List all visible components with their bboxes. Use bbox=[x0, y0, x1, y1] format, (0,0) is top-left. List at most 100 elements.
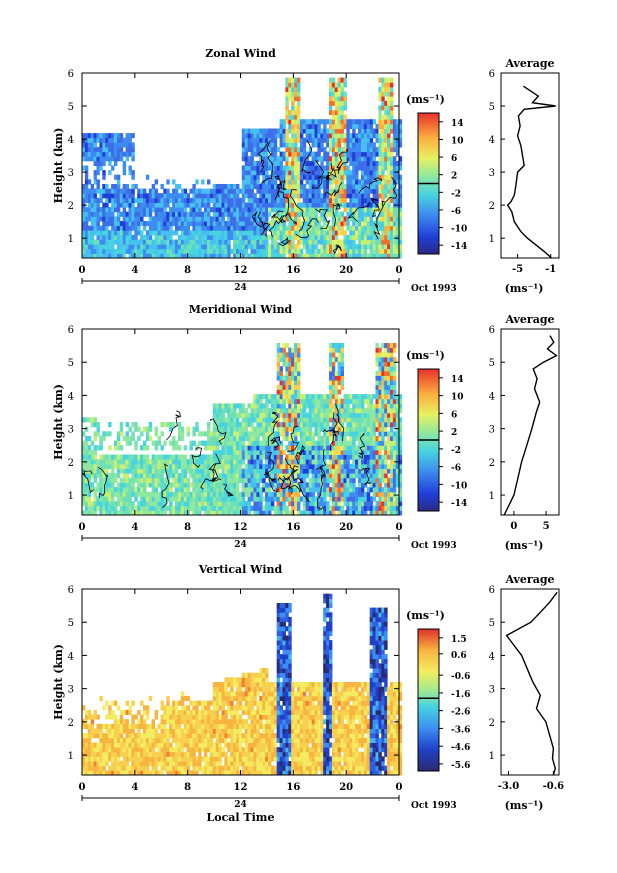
heatmap-cell bbox=[224, 510, 228, 516]
heatmap-cell bbox=[288, 165, 292, 171]
heatmap-cell bbox=[299, 394, 304, 400]
heatmap-cell bbox=[119, 459, 124, 465]
heatmap-cell bbox=[398, 207, 403, 213]
heatmap-cell bbox=[355, 510, 359, 516]
heatmap-cell bbox=[93, 253, 97, 259]
heatmap-cell bbox=[285, 230, 289, 236]
heatmap-cell bbox=[122, 170, 127, 176]
heatmap-cell bbox=[320, 137, 324, 143]
heatmap-cell bbox=[395, 225, 400, 231]
heatmap-cell bbox=[297, 440, 301, 446]
heatmap-cell bbox=[122, 463, 127, 469]
heatmap-cell bbox=[288, 211, 292, 217]
heatmap-cell bbox=[183, 487, 188, 493]
heatmap-cell bbox=[175, 445, 179, 451]
heatmap-cell bbox=[352, 403, 356, 409]
heatmap-cell bbox=[363, 197, 368, 203]
heatmap-cell bbox=[198, 197, 202, 203]
heatmap-cell bbox=[253, 510, 257, 516]
heatmap-cell bbox=[302, 463, 307, 469]
heatmap-cell bbox=[392, 133, 397, 139]
heatmap-cell bbox=[265, 473, 269, 479]
heatmap-cell bbox=[352, 147, 356, 153]
heatmap-cell bbox=[259, 207, 263, 213]
heatmap-cell bbox=[390, 221, 394, 227]
heatmap-cell bbox=[317, 482, 321, 488]
heatmap-cell bbox=[390, 179, 394, 185]
heatmap-cell bbox=[297, 216, 301, 222]
heatmap-cell bbox=[297, 459, 301, 465]
average-profile-line bbox=[506, 85, 556, 259]
heatmap-cell bbox=[390, 156, 394, 162]
heatmap-cell bbox=[381, 510, 385, 516]
heatmap-cell bbox=[238, 501, 243, 507]
heatmap-cell bbox=[285, 193, 289, 199]
heatmap-cell bbox=[291, 91, 295, 97]
heatmap-cell bbox=[186, 468, 190, 474]
heatmap-cell bbox=[172, 510, 176, 516]
heatmap-cell bbox=[180, 248, 185, 254]
heatmap-cell bbox=[108, 248, 112, 254]
heatmap-cell bbox=[305, 151, 310, 157]
heatmap-cell bbox=[378, 459, 382, 465]
heatmap-cell bbox=[244, 510, 249, 516]
heatmap-cell bbox=[265, 193, 269, 199]
heatmap-cell bbox=[154, 221, 158, 227]
heatmap-cell bbox=[209, 459, 214, 465]
heatmap-cell bbox=[180, 501, 185, 507]
heatmap-cell bbox=[285, 202, 289, 208]
heatmap-cell bbox=[137, 211, 141, 217]
heatmap-cell bbox=[297, 356, 301, 362]
heatmap-cell bbox=[378, 234, 382, 240]
heatmap-cell bbox=[259, 505, 263, 511]
heatmap-cell bbox=[195, 216, 199, 222]
heatmap-cell bbox=[116, 491, 121, 497]
heatmap-cell bbox=[276, 440, 281, 446]
heatmap-cell bbox=[352, 174, 356, 180]
heatmap-cell bbox=[285, 133, 289, 139]
heatmap-cell bbox=[390, 91, 394, 97]
heatmap-cell bbox=[381, 366, 385, 372]
heatmap-cell bbox=[183, 188, 188, 194]
y-tick-label: 5 bbox=[68, 102, 74, 113]
heatmap-cell bbox=[299, 230, 304, 236]
heatmap-cell bbox=[241, 133, 246, 139]
heatmap-cell bbox=[93, 248, 97, 254]
heatmap-cell bbox=[93, 151, 97, 157]
heatmap-cell bbox=[157, 477, 161, 483]
heatmap-cell bbox=[294, 440, 298, 446]
heatmap-cell bbox=[323, 403, 327, 409]
heatmap-cell bbox=[320, 211, 324, 217]
heatmap-cell bbox=[189, 445, 193, 451]
heatmap-cell bbox=[230, 463, 234, 469]
heatmap-cell bbox=[93, 422, 97, 428]
heatmap-cell bbox=[329, 431, 333, 437]
heatmap-cell bbox=[125, 147, 129, 153]
heatmap-cell bbox=[233, 468, 237, 474]
heatmap-cell bbox=[256, 398, 260, 404]
heatmap-cell bbox=[372, 207, 376, 213]
heatmap-cell bbox=[143, 197, 147, 203]
heatmap-cell bbox=[349, 449, 353, 455]
heatmap-cell bbox=[308, 477, 313, 483]
heatmap-cell bbox=[288, 384, 292, 390]
heatmap-cell bbox=[227, 197, 231, 203]
heatmap-cell bbox=[294, 86, 298, 92]
heatmap-cell bbox=[111, 230, 115, 236]
heatmap-cell bbox=[349, 156, 353, 162]
heatmap-cell bbox=[102, 234, 106, 240]
heatmap-cell bbox=[375, 417, 379, 423]
heatmap-cell bbox=[317, 221, 321, 227]
heatmap-cell bbox=[294, 160, 298, 166]
heatmap-cell bbox=[137, 207, 141, 213]
heatmap-cell bbox=[262, 216, 266, 222]
heatmap-cell bbox=[209, 510, 214, 516]
heatmap-cell bbox=[273, 412, 278, 418]
heatmap-cell bbox=[265, 422, 269, 428]
heatmap-cell bbox=[291, 160, 295, 166]
heatmap-cell bbox=[346, 449, 350, 455]
heatmap-cell bbox=[90, 449, 95, 455]
heatmap-cell bbox=[154, 244, 158, 250]
heatmap-cell bbox=[111, 244, 115, 250]
heatmap-cell bbox=[131, 248, 135, 254]
